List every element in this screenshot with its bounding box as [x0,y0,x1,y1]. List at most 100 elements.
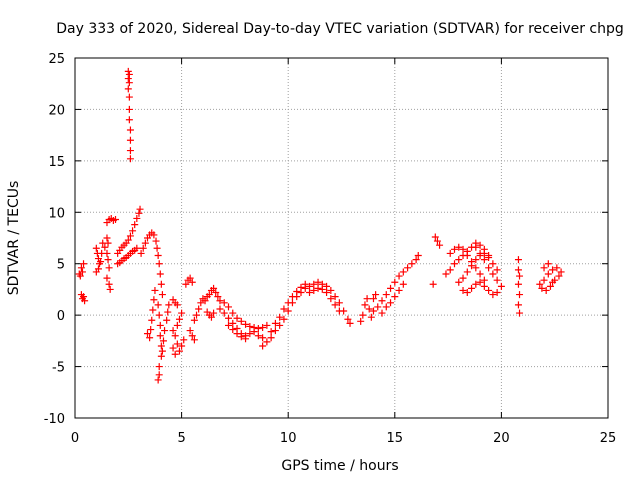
data-point [557,268,565,276]
x-axis-label: GPS time / hours [281,458,398,474]
data-point [263,321,271,329]
data-point [186,274,194,282]
plot-frame [74,57,609,419]
data-point [514,280,522,288]
data-point [395,272,403,280]
data-point [254,325,262,333]
data-point [516,291,524,299]
data-point [106,285,114,293]
data-point [331,293,339,301]
y-tick-label: 0 [57,309,65,324]
data-point [105,264,113,272]
chart-title: Day 333 of 2020, Sidereal Day-to-day VTE… [56,21,624,37]
data-point [344,315,352,323]
data-point [233,330,241,338]
data-point [271,327,279,335]
data-point [284,299,292,307]
data-point [103,234,111,242]
data-point [446,266,454,274]
data-point [331,301,339,309]
data-point [254,332,262,340]
data-point [463,251,471,259]
data-point [124,85,132,93]
data-point [171,350,179,358]
data-point [553,264,561,272]
data-point [259,334,267,342]
data-point [126,136,134,144]
y-tick-label: 25 [48,52,65,67]
data-points [75,67,565,384]
y-tick-label: -5 [52,361,65,376]
data-point [446,249,454,257]
data-point [468,284,476,292]
data-point [77,264,85,272]
data-point [154,376,162,384]
data-point [229,326,237,334]
data-point [455,243,463,251]
data-point [220,309,228,317]
data-point [301,280,309,288]
data-point [126,232,134,240]
data-point [173,301,181,309]
data-point [365,305,373,313]
data-point [363,295,371,303]
data-point [516,309,524,317]
data-point [485,264,493,272]
data-point [205,291,213,299]
data-point [103,274,111,282]
data-point [297,283,305,291]
data-point [387,299,395,307]
data-point [399,268,407,276]
data-point [212,289,220,297]
data-point [150,296,158,304]
data-point [148,316,156,324]
data-point [153,244,161,252]
data-point [306,289,314,297]
data-point [472,264,480,272]
data-point [359,311,367,319]
data-point [378,309,386,317]
data-point [436,241,444,249]
data-point [124,75,132,83]
data-point [237,333,245,341]
data-point [391,278,399,286]
data-point [246,322,254,330]
data-point [514,266,522,274]
data-point [327,286,335,294]
data-point [549,266,557,274]
x-tick-label: 20 [493,431,510,446]
data-point [459,245,467,253]
data-point [395,286,403,294]
data-point [225,321,233,329]
data-point [178,309,186,317]
data-point [126,155,134,163]
data-point [163,316,171,324]
data-point [195,305,203,313]
data-point [267,334,275,342]
data-point [476,241,484,249]
data-point [259,323,267,331]
data-point [124,236,132,244]
data-point [220,299,228,307]
data-point [78,268,86,276]
y-tick-label: 20 [48,103,65,118]
data-point [493,289,501,297]
data-point [489,270,497,278]
data-point [169,327,177,335]
data-point [158,347,166,355]
data-point [149,306,157,314]
data-point [263,338,271,346]
data-point [242,335,250,343]
grid [74,57,609,419]
data-point [157,352,165,360]
data-point [514,256,522,264]
data-point [156,332,164,340]
data-point [463,289,471,297]
data-point [125,105,133,113]
data-point [216,305,224,313]
data-point [489,260,497,268]
data-point [161,327,169,335]
data-point [480,282,488,290]
tick-labels: 0 5 10 15 20 25 -10 -5 0 5 10 15 20 25 [44,52,617,446]
data-point [175,315,183,323]
